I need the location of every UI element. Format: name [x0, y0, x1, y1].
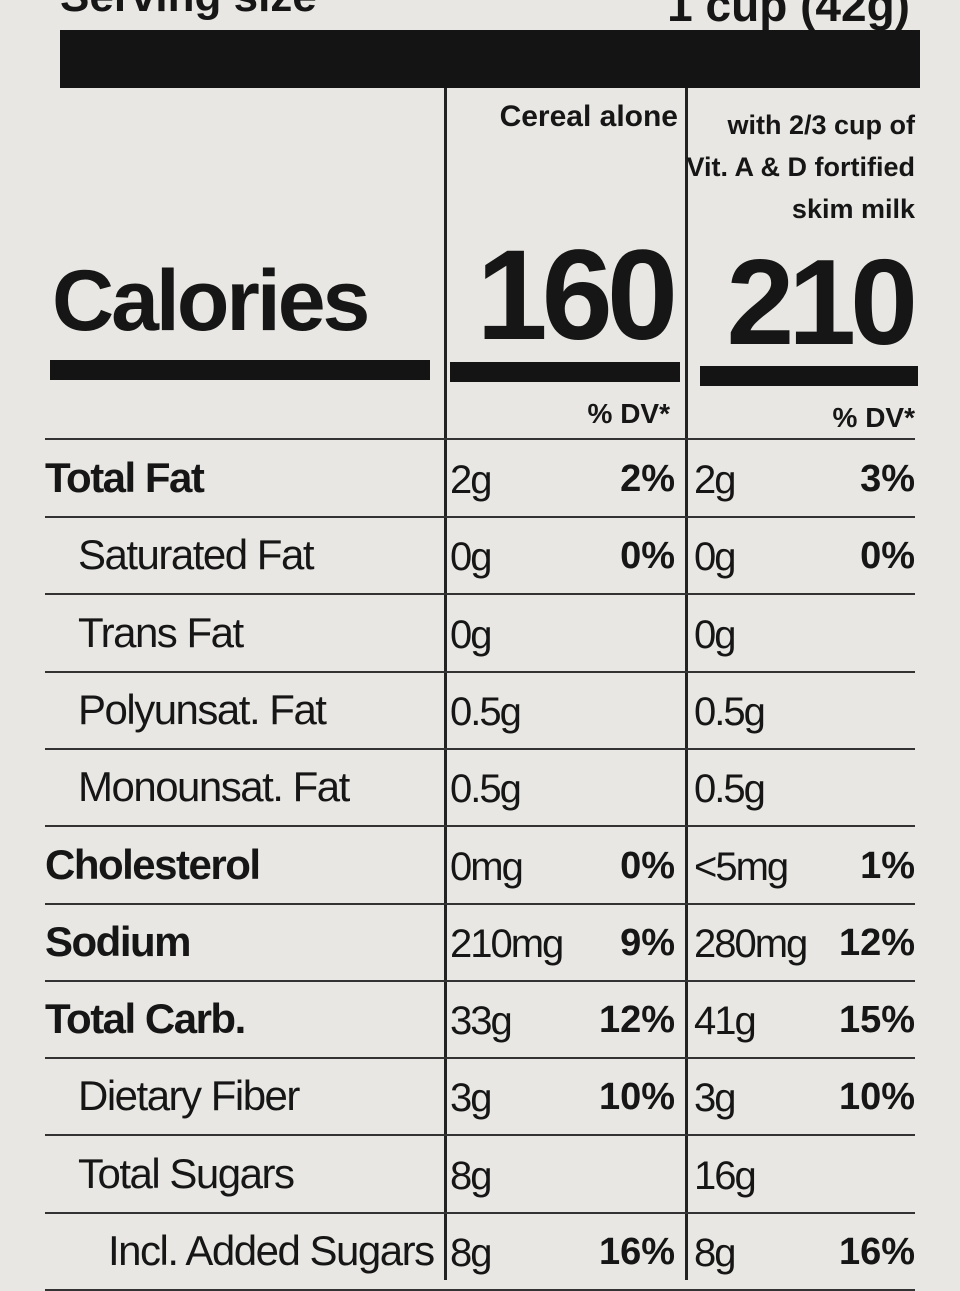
nutrient-row: Monounsat. Fat 0.5g 0.5g [0, 749, 960, 828]
thick-bar [60, 30, 920, 88]
rule [45, 593, 915, 596]
nutrient-name: Sodium [45, 917, 192, 965]
rule [45, 1134, 915, 1137]
nutrient-name: Trans Fat [78, 608, 244, 656]
amount: 0.5g [450, 767, 522, 812]
rule [45, 902, 915, 905]
amount: 0.5g [450, 689, 522, 734]
nutrient-name: Incl. Added Sugars [108, 1227, 435, 1274]
thick-bar [50, 360, 430, 380]
nutrient-name: Polyunsat. Fat [78, 685, 327, 733]
thick-bar [700, 366, 918, 386]
daily-value: 1% [860, 844, 915, 887]
daily-value: 9% [620, 921, 675, 964]
column-header: Cereal alone [499, 100, 678, 133]
nutrient-row: Trans Fat 0g 0g [0, 595, 960, 673]
amount: 3g [694, 1076, 736, 1121]
calories-label: Calories [52, 253, 370, 349]
column-divider [444, 88, 447, 1280]
daily-value: 2% [620, 458, 675, 500]
nutrient-name: Total Carb. [45, 995, 246, 1043]
amount: 210mg [450, 921, 564, 966]
amount: 8g [694, 1231, 736, 1275]
daily-value: 12% [598, 999, 675, 1042]
amount: 0g [450, 612, 492, 657]
daily-value: 12% [838, 921, 915, 964]
amount: 0.5g [694, 689, 766, 734]
amount: 8g [450, 1153, 492, 1198]
daily-value: 15% [838, 999, 915, 1042]
amount: 3g [450, 1076, 492, 1121]
serving-value: 1 cup (42g) [667, 0, 910, 31]
nutrient-name: Dietary Fiber [78, 1072, 300, 1120]
amount: 8g [450, 1231, 492, 1275]
calories-value: 160 [476, 224, 678, 367]
calories-value: 210 [726, 234, 918, 370]
rule [45, 670, 915, 673]
daily-value: 10% [598, 1076, 675, 1119]
amount: 2g [694, 458, 736, 502]
rule [45, 1211, 915, 1214]
nutrient-name: Cholesterol [45, 840, 261, 888]
thick-bar [450, 362, 680, 382]
column-header: with 2/3 cup of Vit. A & D fortified ski… [686, 110, 916, 224]
amount: <5mg [694, 844, 789, 889]
daily-value: 16% [598, 1231, 675, 1273]
amount: 0g [694, 535, 736, 580]
nutrient-row: Polyunsat. Fat 0.5g 0.5g [0, 672, 960, 750]
daily-value: 3% [860, 458, 915, 500]
daily-value: 0% [620, 844, 675, 887]
daily-value: 10% [838, 1076, 915, 1119]
rule [45, 1057, 915, 1060]
rule [45, 747, 915, 750]
amount: 0g [450, 535, 492, 580]
nutrient-name: Total Fat [45, 454, 205, 501]
amount: 33g [450, 999, 513, 1044]
amount: 0.5g [694, 767, 766, 812]
amount: 0mg [450, 844, 524, 889]
daily-value: 0% [860, 535, 915, 578]
dv-header: % DV* [832, 402, 915, 433]
nutrient-name: Monounsat. Fat [78, 763, 350, 811]
amount: 0g [694, 612, 736, 657]
nutrient-name: Saturated Fat [78, 531, 314, 579]
dv-header: % DV* [587, 398, 670, 429]
amount: 280mg [694, 921, 808, 966]
daily-value: 0% [620, 535, 675, 578]
rule [45, 979, 915, 982]
rule [45, 438, 915, 440]
column-divider [685, 88, 688, 1280]
nutrient-row: Cholesterol 0mg 0% <5mg 1% [0, 827, 960, 905]
amount: 2g [450, 458, 492, 502]
rule [45, 825, 915, 828]
nutrient-row: Total Carb. 33g 12% 41g 15% [0, 981, 960, 1060]
nutrient-row: Saturated Fat 0g 0% 0g 0% [0, 517, 960, 596]
nutrient-name: Total Sugars [78, 1149, 295, 1197]
serving-label: Serving size [60, 0, 317, 22]
nutrient-row: Incl. Added Sugars 8g 16% 8g 16% [0, 1213, 960, 1291]
nutrient-row: Total Fat 2g 2% 2g 3% [0, 440, 960, 518]
daily-value: 16% [838, 1231, 915, 1273]
nutrient-row: Total Sugars 8g 16g [0, 1136, 960, 1214]
amount: 16g [694, 1153, 757, 1198]
rule [45, 516, 915, 518]
nutrient-row: Sodium 210mg 9% 280mg 12% [0, 904, 960, 982]
nutrient-row: Dietary Fiber 3g 10% 3g 10% [0, 1058, 960, 1137]
amount: 41g [694, 999, 757, 1044]
